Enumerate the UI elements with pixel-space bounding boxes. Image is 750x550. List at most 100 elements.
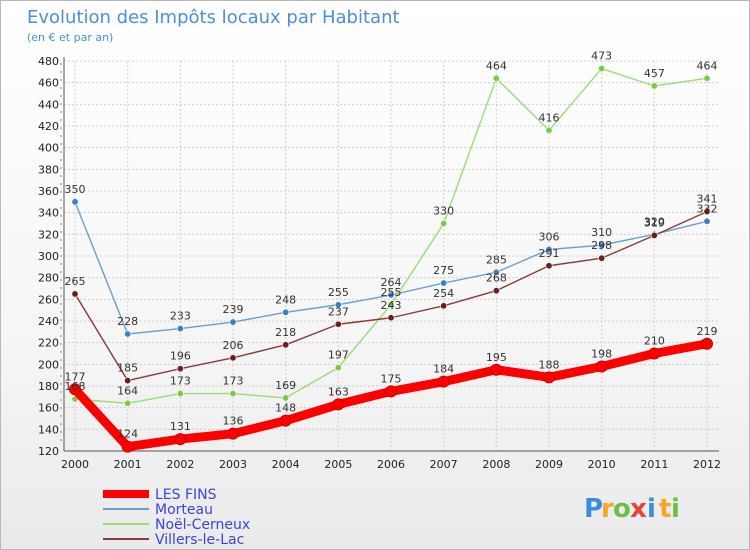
y-tick-label: 120 [38,445,59,458]
data-point [440,220,448,228]
y-tick-label: 320 [38,228,59,241]
data-label: 163 [328,385,349,398]
data-point [282,394,290,402]
x-tick-label: 2002 [166,458,194,471]
data-label: 177 [65,370,86,383]
data-point [124,377,132,385]
data-label: 332 [697,202,718,215]
data-label: 188 [539,358,560,371]
y-tick-label: 340 [38,207,59,220]
x-tick-label: 2011 [640,458,668,471]
data-label: 136 [223,415,244,428]
data-point [703,74,711,82]
data-label: 264 [381,276,402,289]
data-label: 320 [644,215,665,228]
data-point [437,375,450,388]
y-tick-label: 180 [38,380,59,393]
data-point [440,302,448,310]
x-tick-label: 2005 [324,458,352,471]
data-point [334,320,342,328]
chart-subtitle: (en € et par an) [27,31,113,44]
legend-label: Morteau [155,502,213,518]
y-tick-label: 460 [38,77,59,90]
data-point [282,341,290,349]
data-point [176,390,184,398]
data-label: 206 [223,339,244,352]
data-point [598,65,606,73]
y-tick-label: 240 [38,315,59,328]
data-label: 310 [591,226,612,239]
data-point [440,279,448,287]
data-label: 285 [486,253,507,266]
x-tick-label: 2012 [693,458,721,471]
data-point [492,287,500,295]
logo-letter: x [630,494,647,524]
data-label: 255 [328,286,349,299]
data-point [227,427,239,440]
data-point [282,308,290,316]
proxiti-logo: Pr o x i t i [584,494,680,524]
data-label: 237 [328,305,349,318]
legend-label: Noël-Cerneux [155,517,250,533]
data-label: 265 [65,275,86,288]
y-tick-label: 420 [38,120,59,133]
y-tick-label: 260 [38,293,59,306]
data-point [648,347,661,360]
data-point [176,365,184,373]
data-label: 473 [591,50,612,63]
y-tick-label: 480 [38,55,59,68]
data-label: 198 [591,348,612,361]
data-point [334,301,342,309]
y-tick-label: 440 [38,98,59,111]
data-point [174,433,187,446]
data-label: 196 [170,350,191,363]
x-tick-label: 2007 [430,458,458,471]
x-tick-label: 2003 [219,458,247,471]
y-tick-label: 160 [38,402,59,415]
axes: 120 140 160 180 200 220 240 260 280 300 320 340 360 3… [38,55,721,471]
chart-title: Evolution des Impôts locaux par Habitant [27,7,400,28]
data-point [545,126,553,134]
data-point [124,399,132,407]
data-point [279,414,292,427]
data-label: 210 [644,335,665,348]
data-label: 248 [275,293,296,306]
data-point [543,371,555,384]
data-point [545,262,553,270]
data-label: 319 [644,216,665,229]
data-label: 175 [381,372,402,385]
x-tick-label: 2001 [114,458,142,471]
data-label: 219 [697,325,718,338]
series-lines [69,65,713,453]
data-point [598,241,606,249]
logo-letter: r [601,494,614,524]
data-point [332,398,345,411]
y-tick-label: 200 [38,358,59,371]
data-label: 298 [591,239,612,252]
y-tick-label: 140 [38,423,59,436]
data-label: 291 [539,247,560,260]
data-point [229,390,237,398]
data-point [492,268,500,276]
data-label: 464 [486,59,507,72]
data-point [176,325,184,333]
data-label: 228 [117,315,138,328]
x-tick-label: 2009 [535,458,563,471]
data-label: 184 [433,363,454,376]
data-point [385,385,397,398]
data-point [703,208,711,216]
data-label: 330 [433,205,454,218]
data-label: 185 [117,362,138,375]
data-label: 341 [697,193,718,206]
data-point [650,82,658,90]
x-tick-label: 2000 [61,458,89,471]
data-point [650,231,658,239]
logo-letter: t [659,494,671,524]
logo-letter: i [647,494,656,524]
x-tick-label: 2006 [377,458,405,471]
y-tick-label: 360 [38,185,59,198]
data-point [69,383,81,396]
data-point [701,337,713,350]
